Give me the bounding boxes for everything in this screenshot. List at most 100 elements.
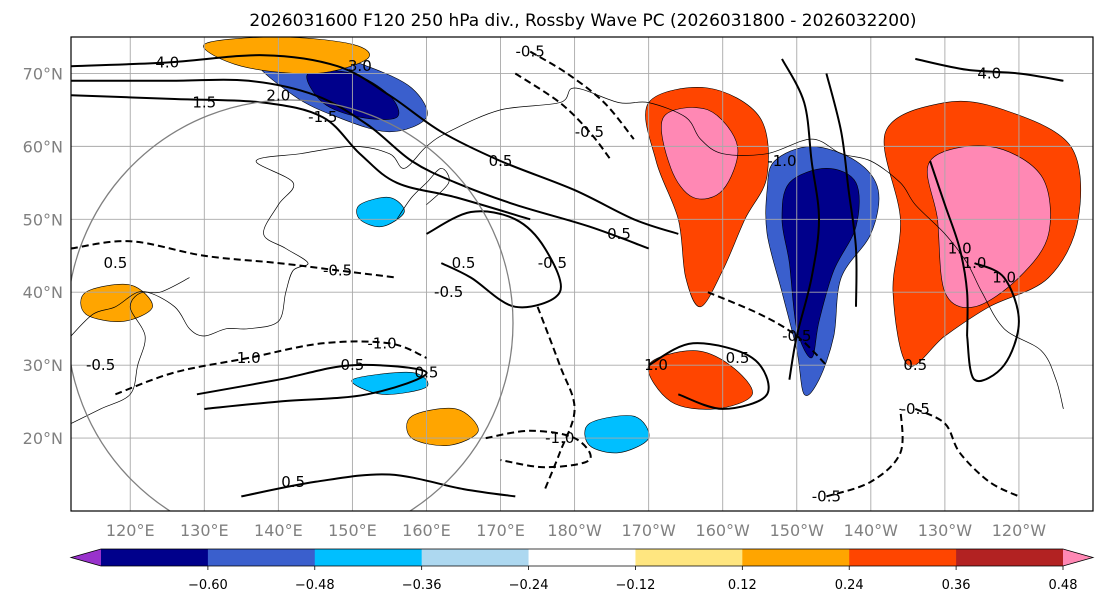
colorbar-segment <box>101 549 209 566</box>
contour-label: 0.5 <box>607 225 631 243</box>
contour-line <box>426 210 562 309</box>
contour-label: 0.5 <box>340 356 364 374</box>
contour-label: -0.5 <box>86 356 115 374</box>
contour-label: -0.5 <box>323 261 352 279</box>
contour-label: -1.0 <box>767 152 796 170</box>
longitude-tick-label: 140°E <box>254 521 303 540</box>
coastline <box>71 87 1064 424</box>
colorbar-tick-label: −0.60 <box>188 578 228 593</box>
contour-line <box>915 57 1064 82</box>
shaded-region-pacific-neg-2 <box>584 415 650 454</box>
contour-line <box>71 78 650 250</box>
contour-label: 1.5 <box>192 94 216 112</box>
colorbar-tick-label: 0.36 <box>942 578 971 593</box>
longitude-tick-label: 150°W <box>770 521 825 540</box>
longitude-tick-label: 180°W <box>547 521 602 540</box>
range-circle <box>71 99 514 511</box>
contour-label: -0.5 <box>812 487 841 505</box>
contour-label: -1.0 <box>545 429 574 447</box>
colorbar-segment <box>314 549 423 566</box>
contour-label: 0.5 <box>726 349 750 367</box>
latitude-tick-label: 50°N <box>23 210 63 229</box>
colorbar-segment <box>207 549 316 566</box>
contour-label: 1.0 <box>237 349 261 367</box>
contour-label: 4.0 <box>155 54 179 72</box>
colorbar-tick-label: 0.48 <box>1049 578 1078 593</box>
colorbar-segment <box>421 549 530 566</box>
colorbar-tick-label: 0.24 <box>835 578 864 593</box>
contour-line <box>241 473 516 498</box>
colorbar-segment <box>742 549 850 566</box>
contour-label: -0.5 <box>901 400 930 418</box>
contour-line <box>966 262 1020 382</box>
contour-line <box>825 73 858 307</box>
contour-label: -0.5 <box>575 123 604 141</box>
contour-line <box>196 363 428 410</box>
contour-label: -0.5 <box>516 43 545 61</box>
shaded-region-subtropic-pos-2 <box>406 408 479 446</box>
colorbar-segment <box>849 549 957 566</box>
contour-label: 0.5 <box>281 473 305 491</box>
contour-label: 0.5 <box>415 363 439 381</box>
contour-label: 1.0 <box>644 356 668 374</box>
latitude-tick-labels: 70°N 60°N 50°N 40°N 30°N 20°N <box>23 64 63 448</box>
longitude-tick-label: 120°W <box>992 521 1047 540</box>
colorbar-tick-label: −0.12 <box>616 578 656 593</box>
colorbar-tick-label: −0.36 <box>402 578 442 593</box>
latitude-tick-label: 70°N <box>23 64 63 83</box>
colorbar-tick-labels: −0.60 −0.48 −0.36 −0.24 −0.12 0.12 0.24 0.36 0.4… <box>188 566 1078 593</box>
contour-line <box>536 306 576 490</box>
contour-line <box>115 340 427 396</box>
contour-label: 0.5 <box>452 254 476 272</box>
colorbar <box>69 548 1095 567</box>
contour-line <box>929 160 969 337</box>
colorbar-segment <box>956 549 1064 566</box>
colorbar-outline <box>69 548 1095 567</box>
longitude-tick-label: 170°W <box>621 521 676 540</box>
map-plot-area: 4.0 3.02.01.5-0.5 0.5-1.01.0-1.5-0.50.54.0… <box>71 37 1093 511</box>
contour-line <box>826 408 904 498</box>
contour-line <box>648 342 770 410</box>
contour-label: -0.5 <box>782 327 811 345</box>
longitude-tick-label: 160°W <box>696 521 751 540</box>
contour-label: 2.0 <box>266 86 290 104</box>
colorbar-extend-high <box>1063 549 1093 566</box>
map-frame <box>70 36 1094 512</box>
contour-line <box>71 94 531 221</box>
longitude-tick-label: 130°E <box>180 521 229 540</box>
contour-line <box>514 72 613 162</box>
colorbar-extend-low <box>71 549 101 566</box>
colorbar-tick-label: −0.48 <box>295 578 335 593</box>
contour-label: 0.5 <box>489 152 513 170</box>
contour-label: 0.5 <box>104 254 128 272</box>
shaded-region-gulf-alaska-neg-core <box>781 167 860 359</box>
longitude-tick-labels: 120°E 130°E 140°E 150°E 160°E 170°E 180°W 170°W… <box>106 521 1046 540</box>
lat-lon-grid <box>71 37 1093 511</box>
contour-label: 1.0 <box>948 239 972 257</box>
longitude-tick-label: 150°E <box>328 521 377 540</box>
contour-label: 0.5 <box>903 356 927 374</box>
contour-line <box>71 54 679 235</box>
latitude-tick-label: 20°N <box>23 429 63 448</box>
contour-label: 3.0 <box>348 57 372 75</box>
contour-label: -1.0 <box>367 334 396 352</box>
contour-line <box>914 407 1020 498</box>
contour-line <box>707 291 828 366</box>
contour-line <box>529 50 635 140</box>
contour-label: -0.5 <box>538 254 567 272</box>
longitude-tick-label: 130°W <box>918 521 973 540</box>
contour-line <box>71 240 398 279</box>
contour-label: 4.0 <box>977 64 1001 82</box>
contour-label: 1.0 <box>992 269 1016 287</box>
coastline <box>71 277 190 337</box>
chart-title: 2026031600 F120 250 hPa div., Rossby Wav… <box>249 11 916 31</box>
colorbar-segment <box>635 549 743 566</box>
colorbar-segment <box>528 549 636 566</box>
contour-label-layer: 4.0 3.02.01.5-0.5 0.5-1.01.0-1.5-0.50.54.0… <box>86 43 1016 506</box>
longitude-tick-label: 140°W <box>844 521 899 540</box>
latitude-tick-label: 40°N <box>23 283 63 302</box>
longitude-tick-label: 160°E <box>402 521 451 540</box>
latitude-tick-label: 30°N <box>23 356 63 375</box>
contour-line <box>485 429 592 469</box>
